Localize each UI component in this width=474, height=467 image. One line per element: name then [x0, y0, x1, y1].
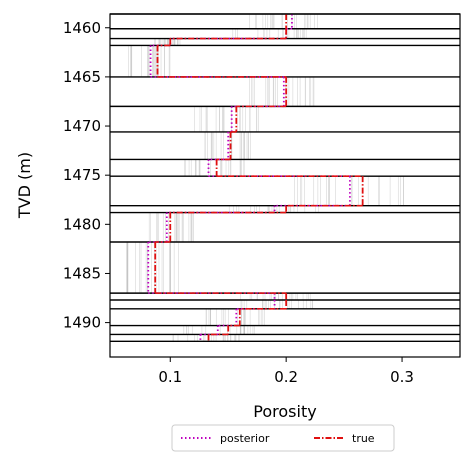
legend-box	[171, 424, 395, 452]
y-tick-label: 1480	[63, 215, 101, 233]
y-axis-ticks: 1460 1465 1470 1475 1480 1485 1490	[63, 19, 110, 332]
legend: posterior true	[171, 424, 395, 452]
layer-boundaries	[110, 13, 460, 342]
y-tick-label: 1460	[63, 19, 101, 37]
y-axis-label: TVD (m)	[15, 152, 34, 219]
legend-posterior-label: posterior	[220, 432, 270, 445]
y-tick-label: 1470	[63, 117, 101, 135]
plot-frame	[109, 13, 461, 358]
x-tick-label: 0.1	[158, 368, 182, 386]
x-axis-ticks: 0.1 0.2 0.3	[158, 357, 414, 386]
x-tick-label: 0.2	[274, 368, 298, 386]
y-tick-label: 1485	[63, 264, 101, 282]
y-tick-label: 1475	[63, 166, 101, 184]
legend-true-label: true	[352, 432, 375, 445]
x-axis-label: Porosity	[253, 402, 316, 421]
series-lines	[147, 14, 364, 342]
y-tick-label: 1465	[63, 68, 101, 86]
x-tick-label: 0.3	[390, 368, 414, 386]
y-tick-label: 1490	[63, 314, 101, 332]
posterior-samples	[126, 14, 404, 342]
